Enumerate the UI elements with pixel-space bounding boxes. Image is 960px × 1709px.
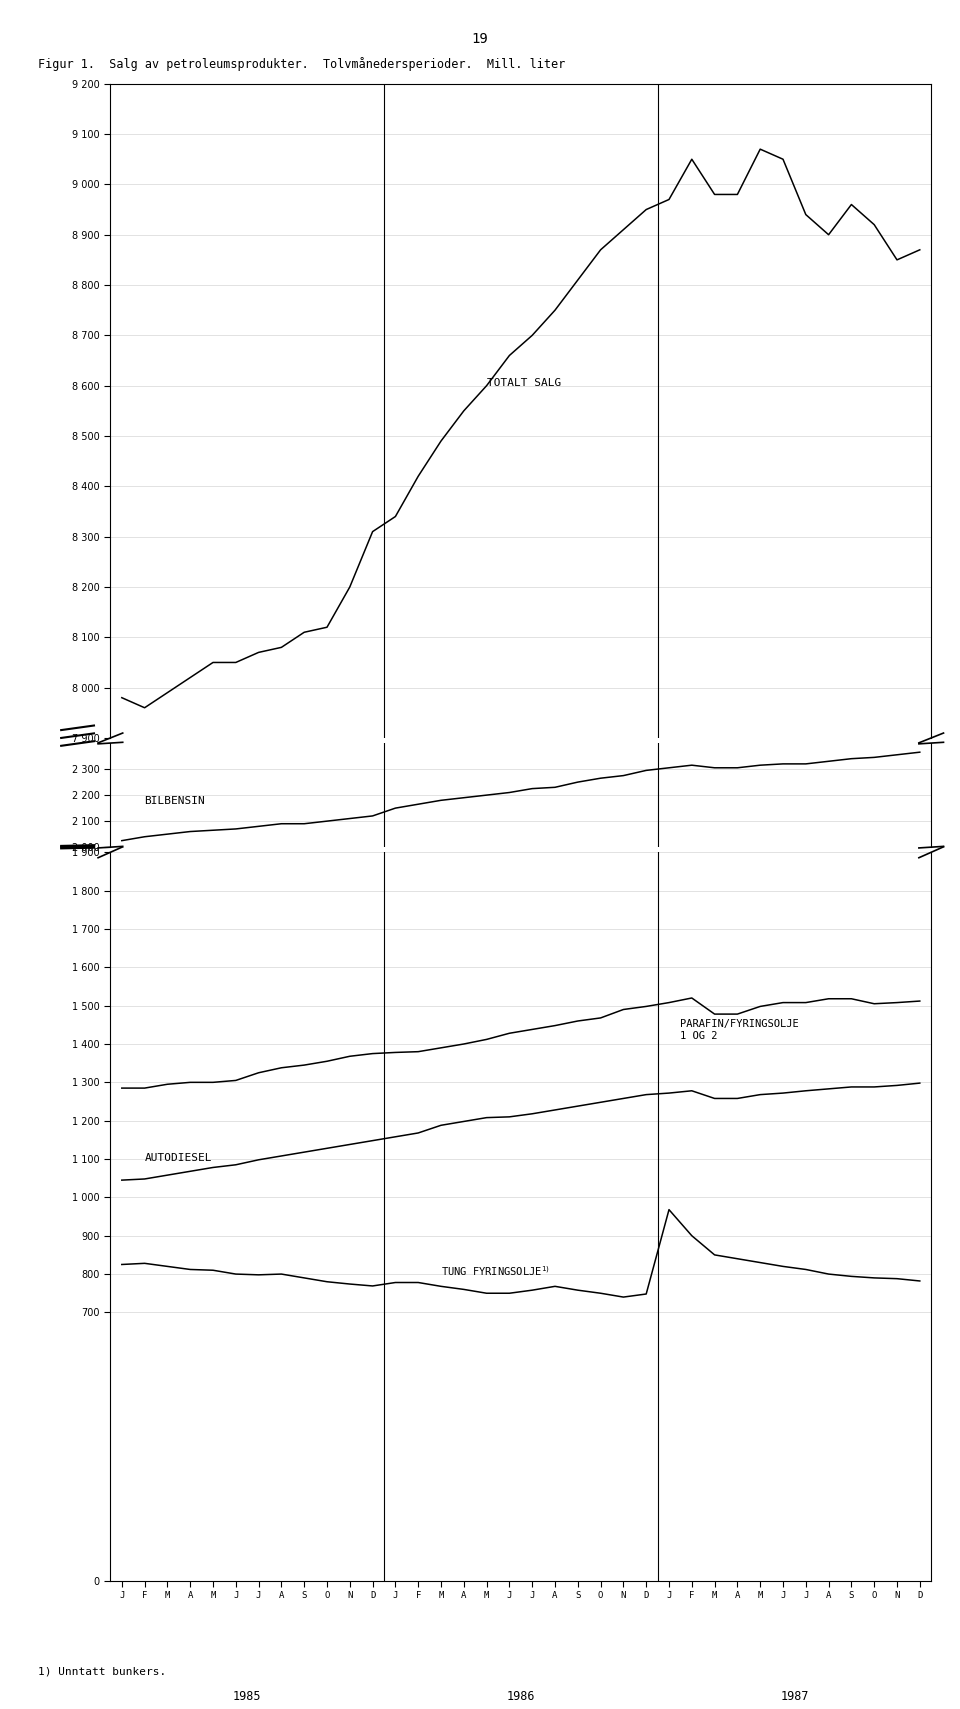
Text: 1987: 1987 [780,1690,808,1702]
Text: 1986: 1986 [507,1690,535,1702]
Text: 1) Unntatt bunkers.: 1) Unntatt bunkers. [38,1666,167,1677]
Text: TOTALT SALG: TOTALT SALG [487,378,561,388]
Text: 1985: 1985 [233,1690,261,1702]
Text: PARAFIN/FYRINGSOLJE
1 OG 2: PARAFIN/FYRINGSOLJE 1 OG 2 [681,1019,799,1041]
Text: Figur 1.  Salg av petroleumsprodukter.  Tolvmånedersperioder.  Mill. liter: Figur 1. Salg av petroleumsprodukter. To… [38,58,565,72]
Text: AUTODIESEL: AUTODIESEL [145,1154,212,1162]
Text: TUNG FYRINGSOLJE$^{1)}$: TUNG FYRINGSOLJE$^{1)}$ [441,1265,550,1278]
Text: 19: 19 [471,32,489,46]
Text: BILBENSIN: BILBENSIN [145,796,205,807]
